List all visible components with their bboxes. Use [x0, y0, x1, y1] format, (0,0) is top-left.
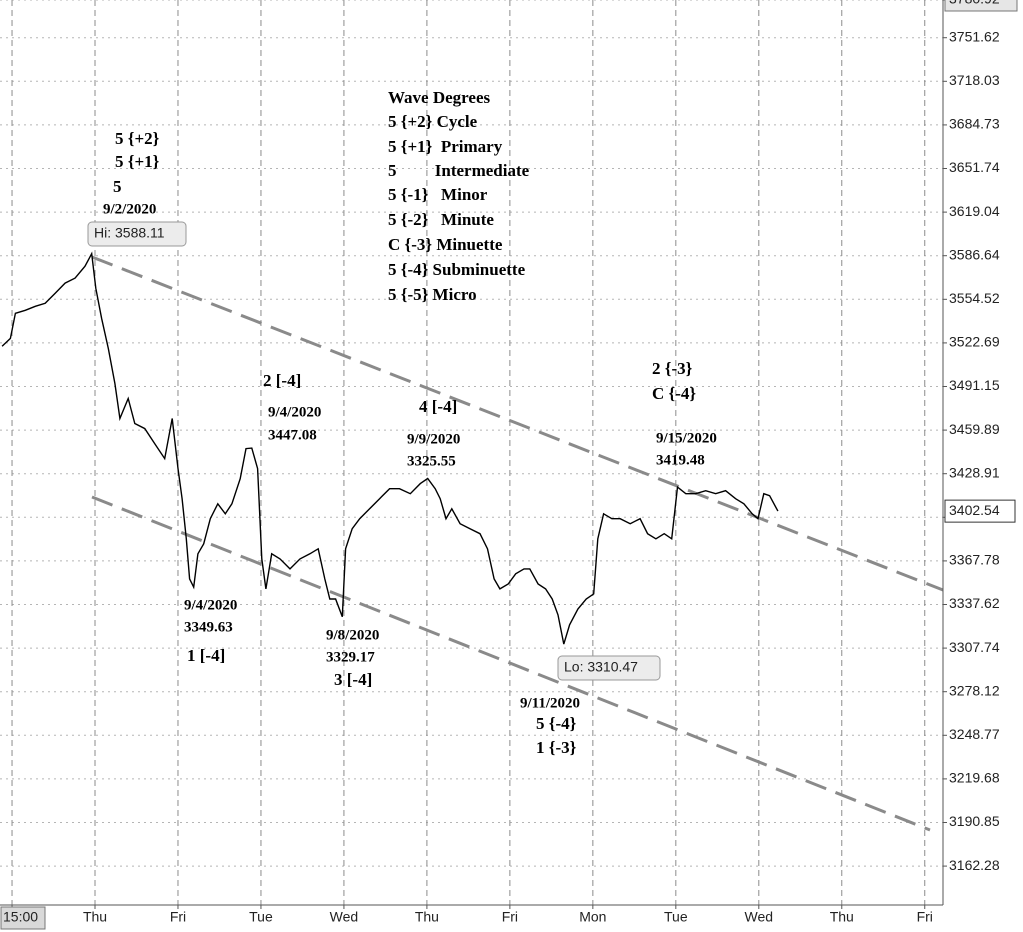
- y-tick-label: 3651.74: [949, 159, 1000, 175]
- annotation: 4 [-4]: [419, 397, 457, 416]
- x-tick-label: Mon: [579, 909, 606, 925]
- price-tag-box: [87, 221, 187, 247]
- y-tick-label: 3278.12: [949, 682, 1000, 698]
- annotation: 9/8/2020: [326, 627, 379, 643]
- lower-channel-line: [91, 495, 931, 832]
- y-tick-label: 3459.89: [949, 421, 1000, 437]
- grid: [0, 0, 943, 905]
- annotation: 5 {+2} Cycle: [388, 112, 478, 131]
- price-tag: Hi: 3588.11: [94, 225, 165, 241]
- plot-area: [0, 0, 943, 905]
- annotation: 5: [113, 177, 122, 196]
- annotation: 9/2/2020: [103, 201, 156, 217]
- y-tick-label: 3780.92: [949, 0, 1000, 7]
- x-axis-panel: [0, 905, 943, 932]
- annotation: 2 {-3}: [652, 359, 693, 378]
- y-tick-label: 3367.78: [949, 552, 1000, 568]
- y-tick-label: 3307.74: [949, 639, 1000, 655]
- price-tag-box: [557, 655, 661, 681]
- annotation: C {-3} Minuette: [388, 235, 503, 254]
- x-tick-label: Wed: [745, 909, 774, 925]
- annotation: 5 {-1} Minor: [388, 185, 488, 204]
- y-tick-label: 3684.73: [949, 116, 1000, 132]
- x-tick-label: Thu: [830, 909, 854, 925]
- annotation: 5 {+1} Primary: [388, 137, 503, 156]
- annotation: 5 {-4}: [536, 714, 577, 733]
- annotation: 5 {+2}: [115, 129, 160, 148]
- x-tick-label: Thu: [415, 909, 439, 925]
- x-tick-label: Tue: [249, 909, 273, 925]
- annotation: C {-4}: [652, 384, 696, 403]
- x-tick-label: Fri: [917, 909, 933, 925]
- price-series: [1, 251, 779, 645]
- annotation: 9/4/2020: [268, 404, 321, 420]
- y-tick-label: 3428.91: [949, 464, 1000, 480]
- annotation: 9/9/2020: [407, 431, 460, 447]
- price-tag: Lo: 3310.47: [564, 659, 638, 675]
- annotation: 5 {-4} Subminuette: [388, 260, 526, 279]
- y-tick-label: 3554.52: [949, 290, 1000, 306]
- annotation: 1 [-4]: [187, 646, 225, 665]
- x-tick-label: Thu: [83, 909, 107, 925]
- y-tick-label: 3337.62: [949, 595, 1000, 611]
- annotation: 5 {-2} Minute: [388, 210, 494, 229]
- last-price-label: 3402.54: [949, 502, 1000, 518]
- annotation: Wave Degrees: [388, 88, 491, 107]
- y-tick-label: 3248.77: [949, 726, 1000, 742]
- y-tick-label: 3586.64: [949, 246, 1000, 262]
- y-limit-label-box: [944, 0, 1018, 12]
- x-tick-label: Fri: [502, 909, 518, 925]
- annotation: 3447.08: [268, 427, 317, 443]
- annotation: 3419.48: [656, 452, 705, 468]
- y-tick-label: 3751.62: [949, 28, 1000, 44]
- y-tick-label: 3619.04: [949, 203, 1000, 219]
- y-tick-label: 3190.85: [949, 813, 1000, 829]
- upper-channel-line: [91, 255, 944, 592]
- annotation: 3 [-4]: [334, 670, 372, 689]
- y-tick-label: 3491.15: [949, 377, 1000, 393]
- y-axis-panel: [943, 0, 1023, 932]
- x-tick-label: Wed: [330, 909, 359, 925]
- annotation: 9/15/2020: [656, 430, 717, 446]
- y-tick-label: 3718.03: [949, 72, 1000, 88]
- annotation: 3349.63: [184, 619, 233, 635]
- annotation: 5 {+1}: [115, 152, 160, 171]
- y-tick-label: 3522.69: [949, 334, 1000, 350]
- annotation: 5 Intermediate: [388, 161, 530, 180]
- annotation: 3329.17: [326, 649, 375, 665]
- price-line: [1, 251, 779, 645]
- annotation: 1 {-3}: [536, 738, 577, 757]
- last-price-box: [944, 499, 1016, 523]
- x-tick-label: 15:00: [3, 909, 38, 925]
- annotation: 9/11/2020: [520, 695, 580, 711]
- x-tick-label: Tue: [664, 909, 688, 925]
- annotation: 5 {-5} Micro: [388, 285, 477, 304]
- annotations: 5 {+2} 5 {+1} 5 9/2/2020 Hi: 3588.11 Wave Deg…: [87, 88, 717, 757]
- y-tick-label: 3162.28: [949, 857, 1000, 873]
- annotation: 2 [-4]: [263, 371, 301, 390]
- annotation: 3325.55: [407, 453, 456, 469]
- x-tick-label: Fri: [170, 909, 186, 925]
- y-tick-label: 3219.68: [949, 770, 1000, 786]
- x-tick-label-box: [0, 906, 46, 930]
- annotation: 9/4/2020: [184, 597, 237, 613]
